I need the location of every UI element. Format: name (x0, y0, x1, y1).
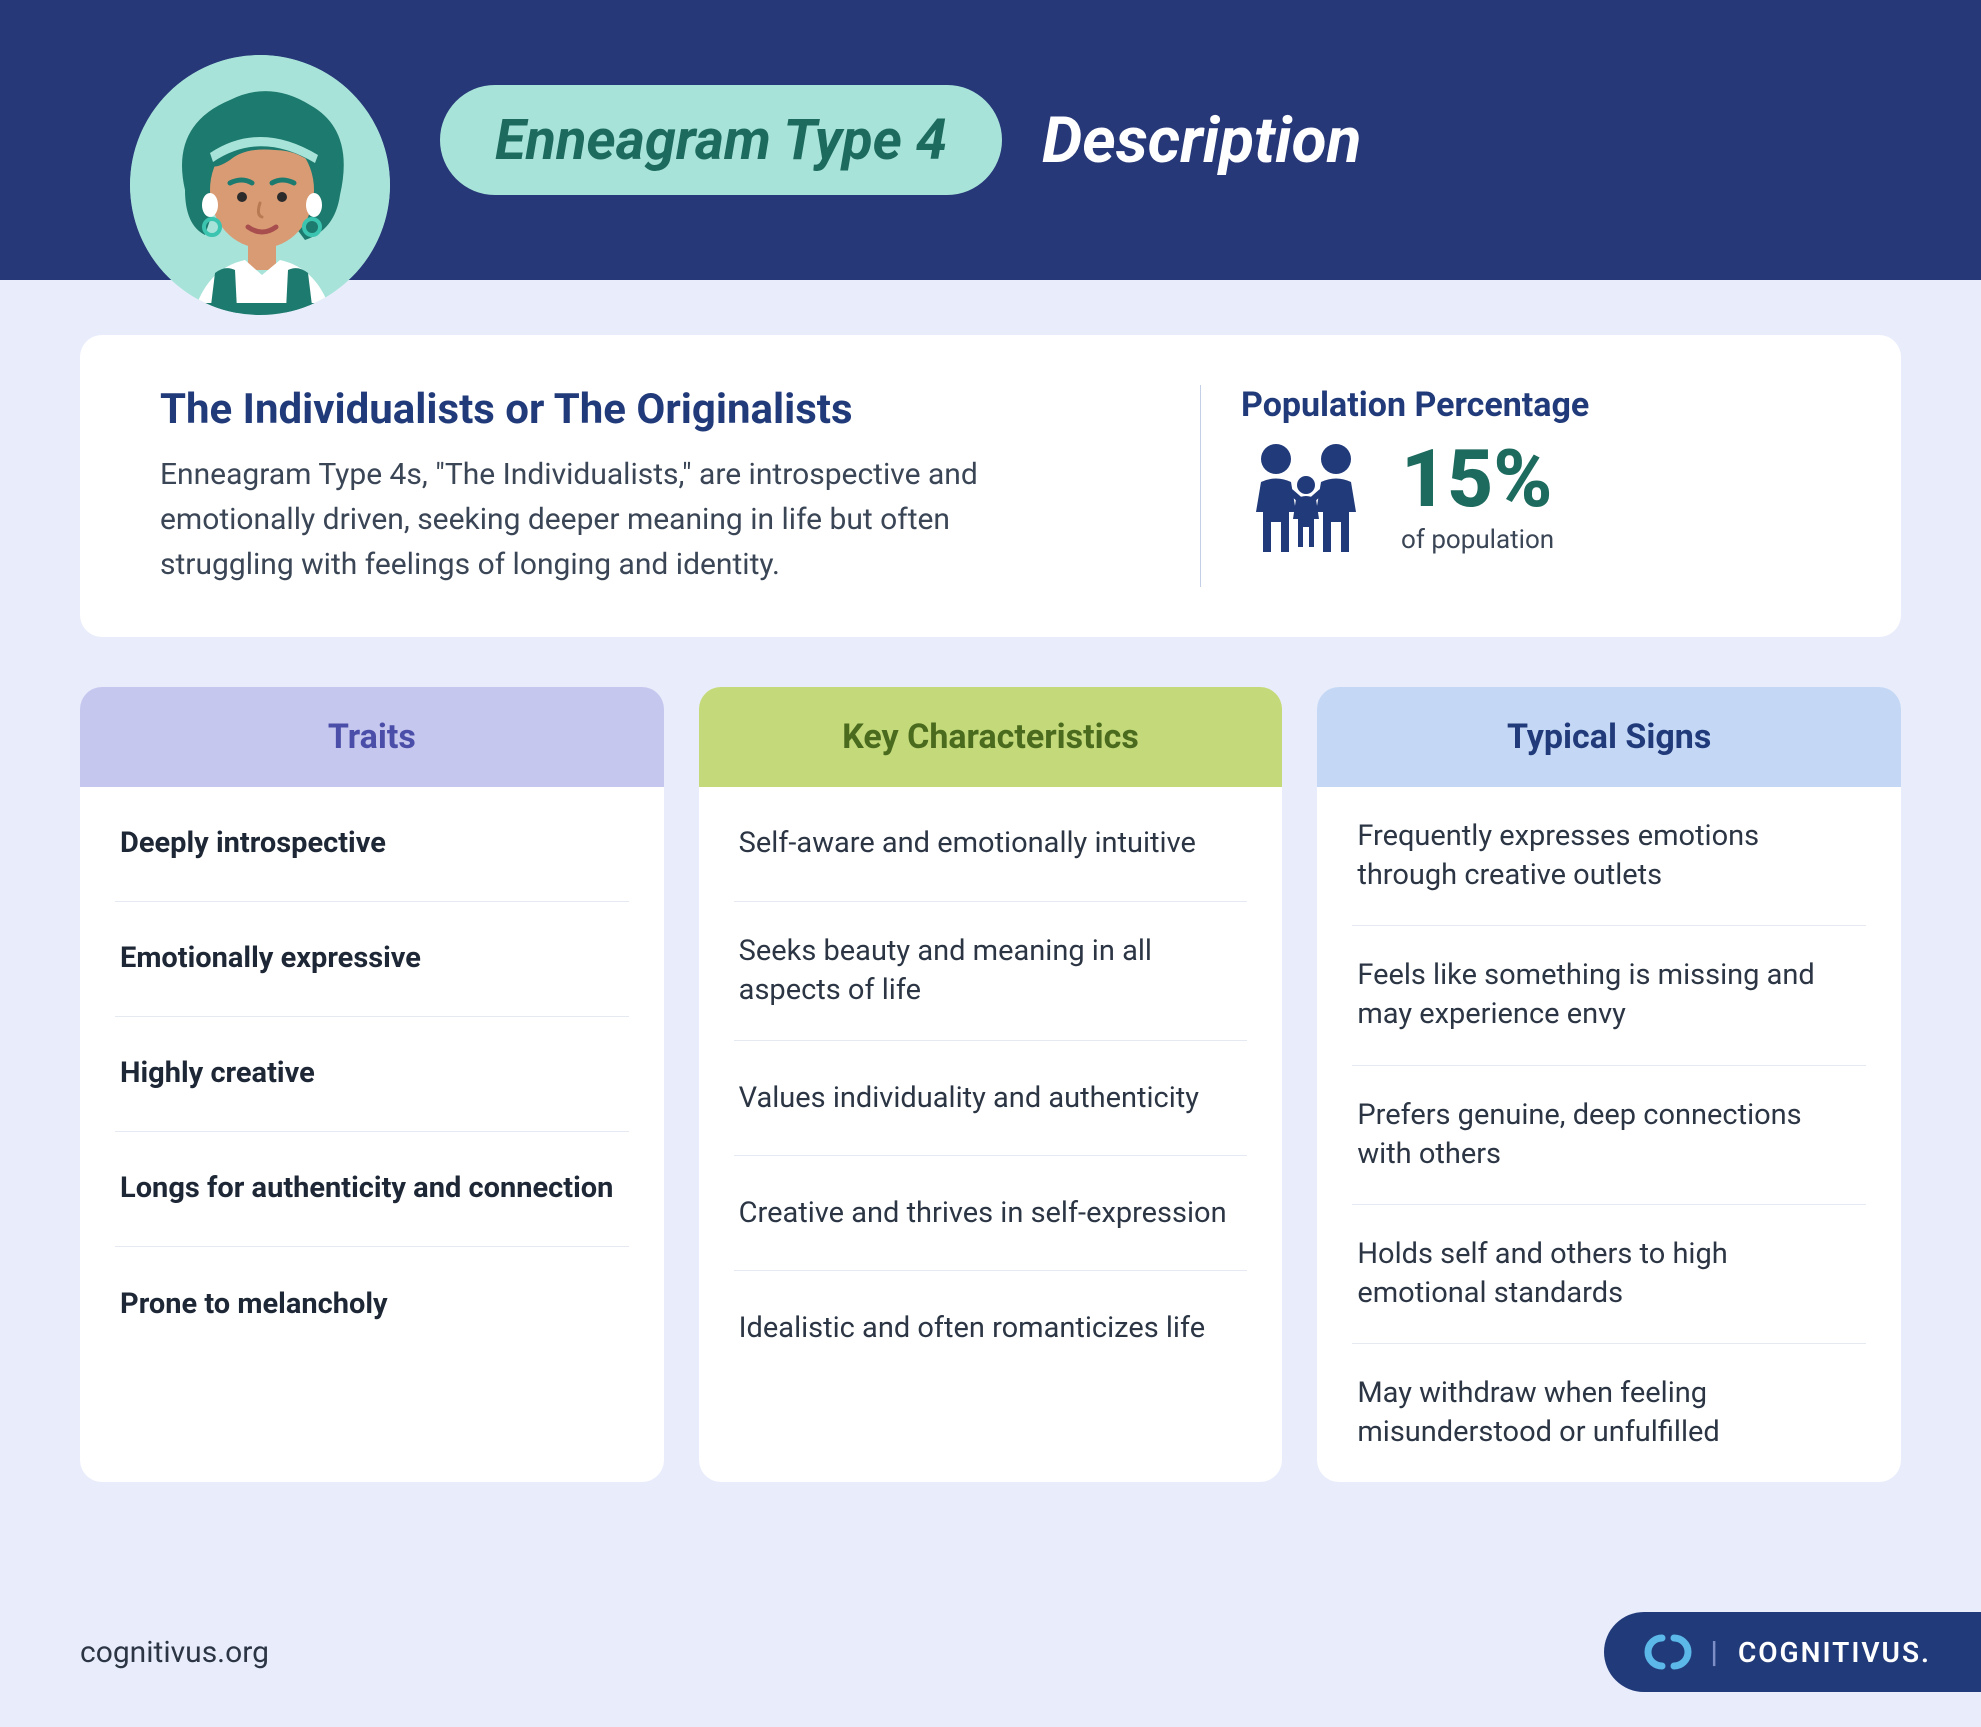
footer: cognitivus.org | COGNITIVUS. (80, 1612, 1981, 1692)
summary-title: The Individualists or The Originalists (160, 385, 1120, 434)
column-blue: Typical SignsFrequently expresses emotio… (1317, 687, 1901, 1482)
list-item: Prefers genuine, deep connections with o… (1352, 1066, 1866, 1205)
column-body: Frequently expresses emotions through cr… (1317, 787, 1901, 1482)
list-item: Values individuality and authenticity (734, 1041, 1248, 1156)
vertical-divider (1200, 385, 1201, 587)
summary-left: The Individualists or The Originalists E… (160, 385, 1160, 587)
title-pill: Enneagram Type 4 (440, 85, 1002, 195)
pill-text: Enneagram Type 4 (495, 107, 947, 173)
summary-card: The Individualists or The Originalists E… (80, 335, 1901, 637)
header-bar: Enneagram Type 4 Description (0, 0, 1981, 280)
list-item: Deeply introspective (115, 787, 629, 902)
column-header: Typical Signs (1317, 687, 1901, 787)
separator-icon: | (1710, 1635, 1720, 1670)
list-item: Self-aware and emotionally intuitive (734, 787, 1248, 902)
list-item: Feels like something is missing and may … (1352, 926, 1866, 1065)
footer-badge: | COGNITIVUS. (1604, 1612, 1981, 1692)
list-item: Emotionally expressive (115, 902, 629, 1017)
avatar-illustration (130, 55, 390, 315)
column-header: Key Characteristics (699, 687, 1283, 787)
people-icon (1241, 437, 1371, 557)
logo-icon (1644, 1634, 1692, 1670)
list-item: Seeks beauty and meaning in all aspects … (734, 902, 1248, 1041)
column-purple: TraitsDeeply introspectiveEmotionally ex… (80, 687, 664, 1482)
list-item: Frequently expresses emotions through cr… (1352, 787, 1866, 926)
list-item: Creative and thrives in self-expression (734, 1156, 1248, 1271)
column-header: Traits (80, 687, 664, 787)
population-sub: of population (1401, 525, 1554, 555)
description-title: Description (1042, 103, 1361, 178)
summary-right: Population Percentage 15% of population (1241, 385, 1841, 587)
list-item: May withdraw when feeling misunderstood … (1352, 1344, 1866, 1482)
population-title: Population Percentage (1241, 385, 1841, 425)
brand-label: COGNITIVUS. (1738, 1636, 1931, 1669)
column-green: Key CharacteristicsSelf-aware and emotio… (699, 687, 1283, 1482)
list-item: Highly creative (115, 1017, 629, 1132)
footer-url: cognitivus.org (80, 1635, 269, 1670)
column-body: Self-aware and emotionally intuitiveSeek… (699, 787, 1283, 1482)
list-item: Prone to melancholy (115, 1247, 629, 1362)
summary-body: Enneagram Type 4s, "The Individualists,"… (160, 452, 1040, 587)
list-item: Holds self and others to high emotional … (1352, 1205, 1866, 1344)
list-item: Longs for authenticity and connection (115, 1132, 629, 1247)
population-percentage: 15% (1401, 439, 1554, 519)
list-item: Idealistic and often romanticizes life (734, 1271, 1248, 1386)
column-body: Deeply introspectiveEmotionally expressi… (80, 787, 664, 1482)
columns-container: TraitsDeeply introspectiveEmotionally ex… (80, 687, 1901, 1482)
